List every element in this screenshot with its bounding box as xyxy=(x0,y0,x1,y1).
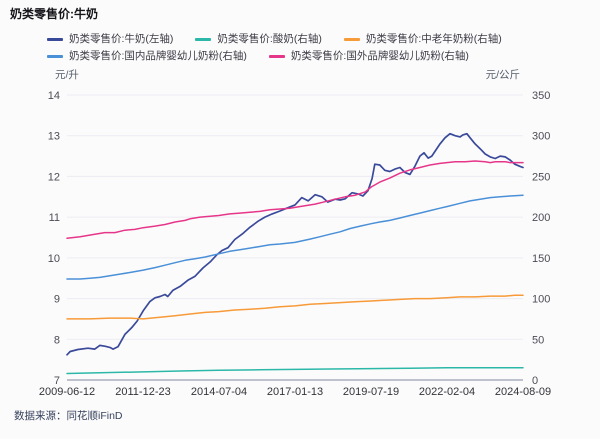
y-axis-right-tick-label: 0 xyxy=(532,375,538,387)
y-axis-right-tick-label: 100 xyxy=(532,294,550,306)
series-line-0 xyxy=(66,132,524,356)
line-swatch-icon xyxy=(343,38,360,41)
y-axis-left-tick-label: 8 xyxy=(54,334,60,346)
legend-item-foreign-infant-formula[interactable]: 奶类零售价:国外品牌婴幼儿奶粉(右轴) xyxy=(268,50,469,63)
page-title: 奶类零售价:牛奶 xyxy=(10,7,98,21)
x-axis-tick-label: 2017-01-13 xyxy=(267,386,323,398)
legend-item-senior-milk-powder[interactable]: 奶类零售价:中老年奶粉(右轴) xyxy=(343,33,502,46)
x-axis-tick-label: 2024-08-09 xyxy=(495,386,551,398)
y-axis-right-tick-label: 250 xyxy=(532,171,550,183)
legend-item-label: 奶类零售价:国外品牌婴幼儿奶粉(右轴) xyxy=(290,50,469,62)
legend-item-label: 奶类零售价:牛奶(左轴) xyxy=(69,33,174,45)
line-swatch-icon xyxy=(268,55,285,58)
y-axis-left-tick-label: 11 xyxy=(49,212,60,224)
y-axis-right-tick-label: 150 xyxy=(532,253,550,265)
y-axis-right-tick-label: 50 xyxy=(532,334,544,346)
line-swatch-icon xyxy=(195,38,212,41)
legend-item-domestic-infant-formula[interactable]: 奶类零售价:国内品牌婴幼儿奶粉(右轴) xyxy=(47,50,247,63)
right-axis-unit-label: 元/公斤 xyxy=(485,69,520,81)
y-axis-left-tick-label: 7 xyxy=(54,375,60,387)
legend: 奶类零售价:牛奶(左轴) 奶类零售价:酸奶(右轴) 奶类零售价:中老年奶粉(右轴… xyxy=(47,33,596,63)
legend-item-milk[interactable]: 奶类零售价:牛奶(左轴) xyxy=(47,33,173,46)
legend-item-label: 奶类零售价:中老年奶粉(右轴) xyxy=(365,33,502,45)
axis-units-row: 元/升 元/公斤 xyxy=(0,67,600,82)
y-axis-left-tick-label: 10 xyxy=(48,253,60,265)
legend-item-label: 奶类零售价:酸奶(右轴) xyxy=(217,33,322,45)
legend-row-1: 奶类零售价:牛奶(左轴) 奶类零售价:酸奶(右轴) 奶类零售价:中老年奶粉(右轴… xyxy=(47,33,596,46)
series-line-1 xyxy=(66,367,524,375)
x-axis-tick-label: 2009-06-12 xyxy=(39,386,95,398)
y-axis-right-tick-label: 200 xyxy=(532,212,550,224)
legend-item-yogurt[interactable]: 奶类零售价:酸奶(右轴) xyxy=(195,33,322,46)
legend-item-label: 奶类零售价:国内品牌婴幼儿奶粉(右轴) xyxy=(69,50,247,62)
series-line-2 xyxy=(66,294,524,320)
x-axis-tick-label: 2014-07-04 xyxy=(191,386,247,398)
x-axis-tick-label: 2011-12-23 xyxy=(115,386,170,398)
legend-row-2: 奶类零售价:国内品牌婴幼儿奶粉(右轴) 奶类零售价:国外品牌婴幼儿奶粉(右轴) xyxy=(47,50,596,63)
data-source-note: 数据来源：同花顺iFinD xyxy=(14,410,123,422)
series-line-3 xyxy=(66,194,524,280)
line-swatch-icon xyxy=(47,38,63,41)
y-axis-left-tick-label: 9 xyxy=(54,294,60,306)
y-axis-left-tick-label: 12 xyxy=(48,171,60,183)
left-axis-unit-label: 元/升 xyxy=(55,69,79,81)
x-axis-tick-label: 2022-02-04 xyxy=(419,386,475,398)
y-axis-left-tick-label: 14 xyxy=(48,90,60,102)
y-axis-right-tick-label: 350 xyxy=(532,90,550,102)
x-axis-tick-label: 2019-07-19 xyxy=(343,386,399,398)
series-line-4 xyxy=(66,160,524,240)
plot-svg[interactable]: 14 350 13 300 12 250 11 200 10 150 9 100 8 50 7 0 2009-0… xyxy=(0,85,600,415)
y-axis-left-tick-label: 13 xyxy=(48,131,60,143)
line-swatch-icon xyxy=(47,55,63,58)
y-axis-right-tick-label: 300 xyxy=(532,131,550,143)
